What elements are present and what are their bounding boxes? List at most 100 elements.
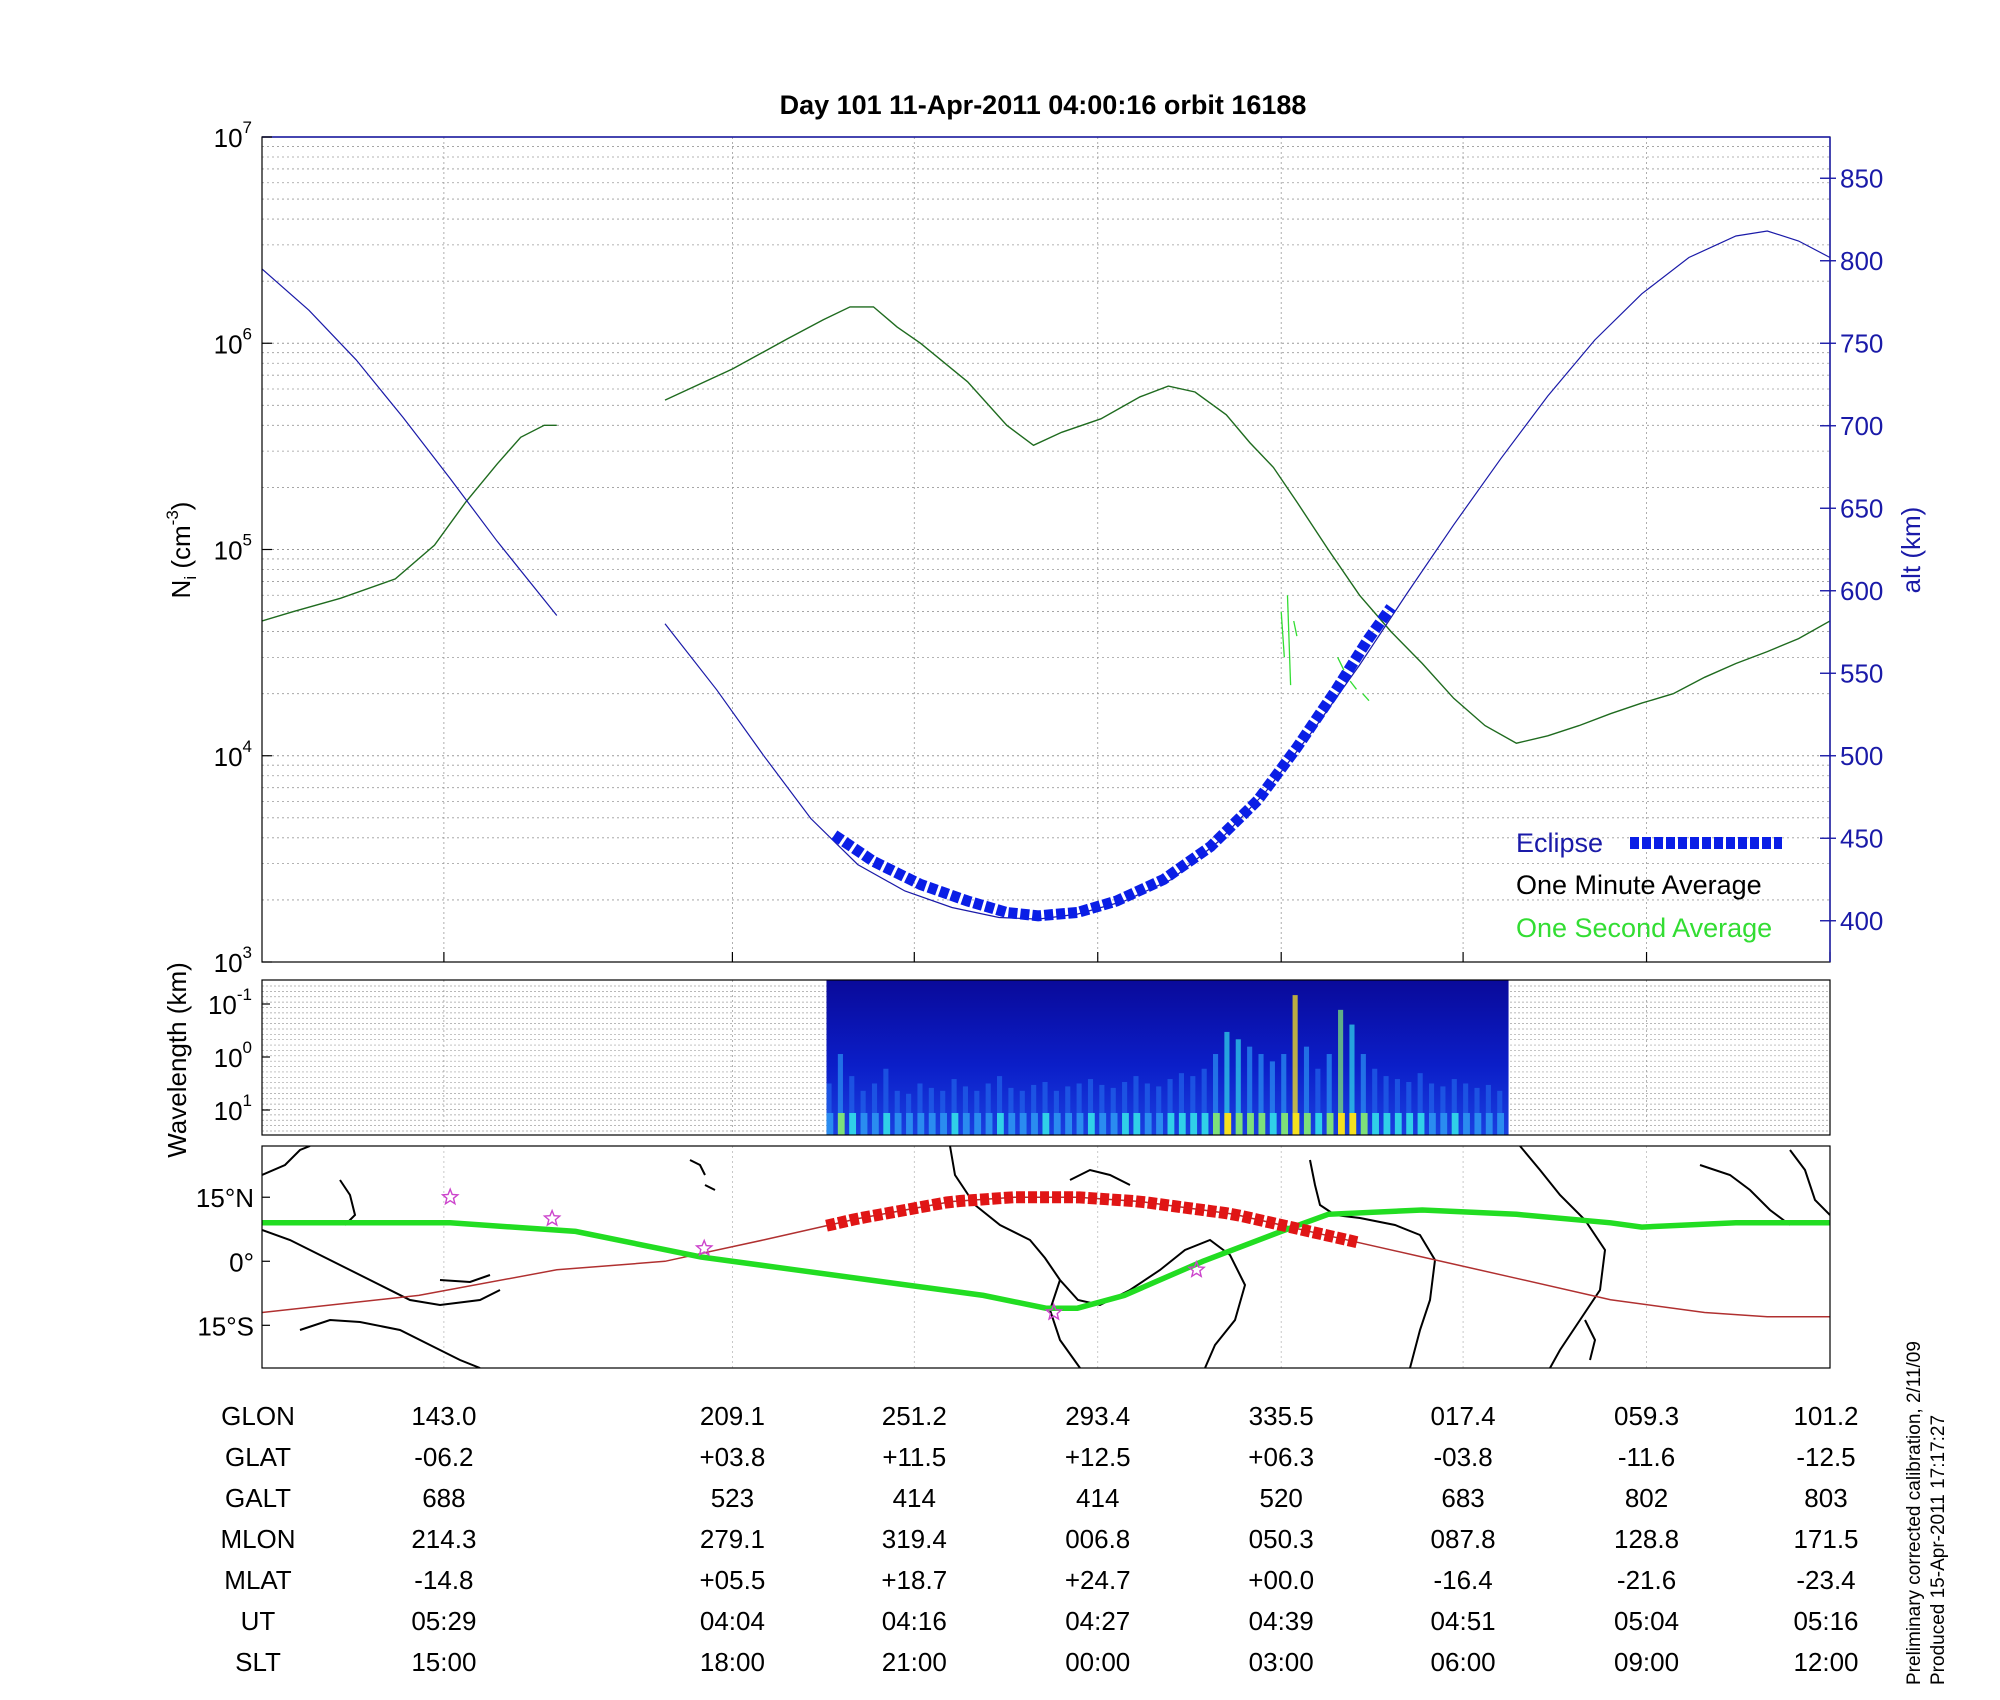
spectrogram-column xyxy=(1417,1073,1423,1135)
coastline-outlines xyxy=(262,1146,1830,1368)
legend-eclipse-label: Eclipse xyxy=(1516,828,1603,858)
spectrogram-column xyxy=(1008,1087,1014,1135)
spectrogram-base-cell xyxy=(974,1113,982,1135)
left-tick-label: 105 xyxy=(214,531,252,566)
spectrogram-base-cell xyxy=(849,1113,857,1135)
spectrogram-column xyxy=(1440,1086,1446,1135)
left-tick-label: 106 xyxy=(214,324,252,359)
spectrogram-column xyxy=(883,1068,889,1135)
table-row: MLAT -14.8 +05.5 +18.7 +24.7 +00.0 -16.4 -21.6 -… xyxy=(224,1565,1855,1595)
spectrogram-column xyxy=(951,1079,957,1135)
table-cell: 319.4 xyxy=(882,1524,947,1554)
spectrogram-base-cell xyxy=(871,1113,879,1135)
spectrogram-base-cell xyxy=(1110,1113,1118,1135)
spectrogram-base-cell xyxy=(1099,1113,1107,1135)
table-row-label: GLON xyxy=(221,1401,295,1431)
chart-title: Day 101 11-Apr-2011 04:00:16 orbit 16188 xyxy=(780,90,1307,120)
left-tick-base: 10 xyxy=(214,329,243,359)
map-frame xyxy=(261,1145,1831,1369)
spectrogram-base-cell xyxy=(1019,1113,1027,1135)
table-row: MLON 214.3 279.1 319.4 006.8 050.3 087.8 128.8 1… xyxy=(220,1524,1858,1554)
spectrogram-base-cell xyxy=(1201,1113,1209,1135)
spectrogram-base-cell xyxy=(1315,1113,1323,1135)
spectrogram-base-cell xyxy=(1417,1113,1425,1135)
legend-second-label: One Second Average xyxy=(1516,913,1772,943)
spectrogram-column xyxy=(940,1090,946,1135)
table-row: UT 05:29 04:04 04:16 04:27 04:39 04:51 05:04 05:… xyxy=(241,1606,1859,1636)
table-cell: 050.3 xyxy=(1249,1524,1314,1554)
spectrogram-base-cell xyxy=(1008,1113,1016,1135)
spectrogram-base-cell xyxy=(1076,1113,1084,1135)
spectrogram-column xyxy=(894,1090,900,1135)
spectrogram-column xyxy=(1122,1081,1128,1135)
spectrogram-base-cell xyxy=(1156,1113,1163,1135)
map-tick-label: 0° xyxy=(229,1247,254,1277)
table-cell: +06.3 xyxy=(1248,1442,1314,1472)
spectrogram-column xyxy=(928,1087,934,1135)
right-tick-label: 700 xyxy=(1840,411,1883,441)
one-second-noise xyxy=(1286,595,1292,686)
table-cell: 09:00 xyxy=(1614,1647,1679,1677)
right-tick-label: 500 xyxy=(1840,741,1883,771)
spectrogram-base-cell xyxy=(1133,1113,1141,1135)
table-cell: -03.8 xyxy=(1433,1442,1492,1472)
spectrogram-base-cell xyxy=(1178,1113,1186,1135)
spectrogram-column xyxy=(1190,1076,1196,1135)
spectrogram-base-cell xyxy=(1474,1113,1482,1135)
table-cell: +18.7 xyxy=(881,1565,947,1595)
table-cell: -16.4 xyxy=(1433,1565,1492,1595)
table-cell: 05:16 xyxy=(1793,1606,1858,1636)
spectrogram-column xyxy=(1497,1090,1503,1135)
spectrogram-column xyxy=(1292,995,1298,1135)
table-cell: 017.4 xyxy=(1431,1401,1496,1431)
spectrogram-column xyxy=(1178,1073,1185,1135)
spectrogram-base-cell xyxy=(1406,1113,1414,1135)
spectrogram-column xyxy=(1258,1054,1264,1135)
spec-tick-base: 10 xyxy=(214,1096,243,1126)
spectrogram-column xyxy=(1383,1076,1389,1135)
ground-track-line xyxy=(262,1207,1830,1311)
spectrogram-column xyxy=(1326,1054,1332,1135)
spectrogram-column xyxy=(1053,1090,1059,1135)
table-cell: 04:16 xyxy=(882,1606,947,1636)
left-tick-label: 104 xyxy=(214,737,252,772)
table-cell: 214.3 xyxy=(411,1524,476,1554)
table-row-label: SLT xyxy=(235,1647,281,1677)
coast-madagascar xyxy=(1584,1319,1597,1361)
right-tick-label: 600 xyxy=(1840,576,1883,606)
spectrogram-base-cell xyxy=(928,1113,936,1135)
table-row: SLT 15:00 18:00 21:00 00:00 03:00 06:00 09:00 12… xyxy=(235,1647,1858,1677)
table-cell: 18:00 xyxy=(700,1647,765,1677)
spectrogram-base-cell xyxy=(1122,1113,1129,1135)
ground-track-panel: 15°N 0° 15°S xyxy=(196,1145,1831,1369)
legend: Eclipse One Minute Average One Second Av… xyxy=(1516,828,1782,943)
spectrogram-base-cell xyxy=(1144,1113,1152,1135)
right-tick-label: 800 xyxy=(1840,246,1883,276)
spectrogram-base-cell xyxy=(1235,1113,1243,1135)
table-cell: 143.0 xyxy=(411,1401,476,1431)
spectrogram-base-cell xyxy=(1292,1113,1300,1135)
spectrogram-base-cell xyxy=(962,1113,970,1135)
spectrogram-base-cell xyxy=(1463,1113,1470,1135)
spectrogram-base-cell xyxy=(883,1113,891,1135)
table-cell: 251.2 xyxy=(882,1401,947,1431)
left-axis-label-close: ) xyxy=(166,502,196,511)
spectrogram-base-cell xyxy=(1497,1113,1505,1135)
one-second-noise xyxy=(1293,620,1298,637)
calibration-note: Preliminary corrected calibration, 2/11/… xyxy=(1904,1341,1925,1685)
spectrogram-base-cell xyxy=(1349,1113,1357,1135)
table-row: GALT 688 523 414 414 520 683 802 803 xyxy=(225,1483,1848,1513)
spectrogram-base-cell xyxy=(985,1113,993,1135)
map-tick-label: 15°S xyxy=(197,1311,254,1341)
spectrogram-base-cell xyxy=(1258,1113,1266,1135)
map-area xyxy=(262,1146,1830,1368)
left-tick-base: 10 xyxy=(214,742,243,772)
spectrogram-column xyxy=(1360,1054,1366,1135)
coast-australia xyxy=(299,1318,481,1368)
spectrogram-column xyxy=(1167,1079,1173,1135)
table-cell: 05:29 xyxy=(411,1606,476,1636)
right-tick-label: 450 xyxy=(1840,823,1883,853)
spectrogram-base-cell xyxy=(1053,1113,1061,1135)
spec-tick-base: 10 xyxy=(208,990,237,1020)
spec-tick-label: 101 xyxy=(214,1091,252,1126)
